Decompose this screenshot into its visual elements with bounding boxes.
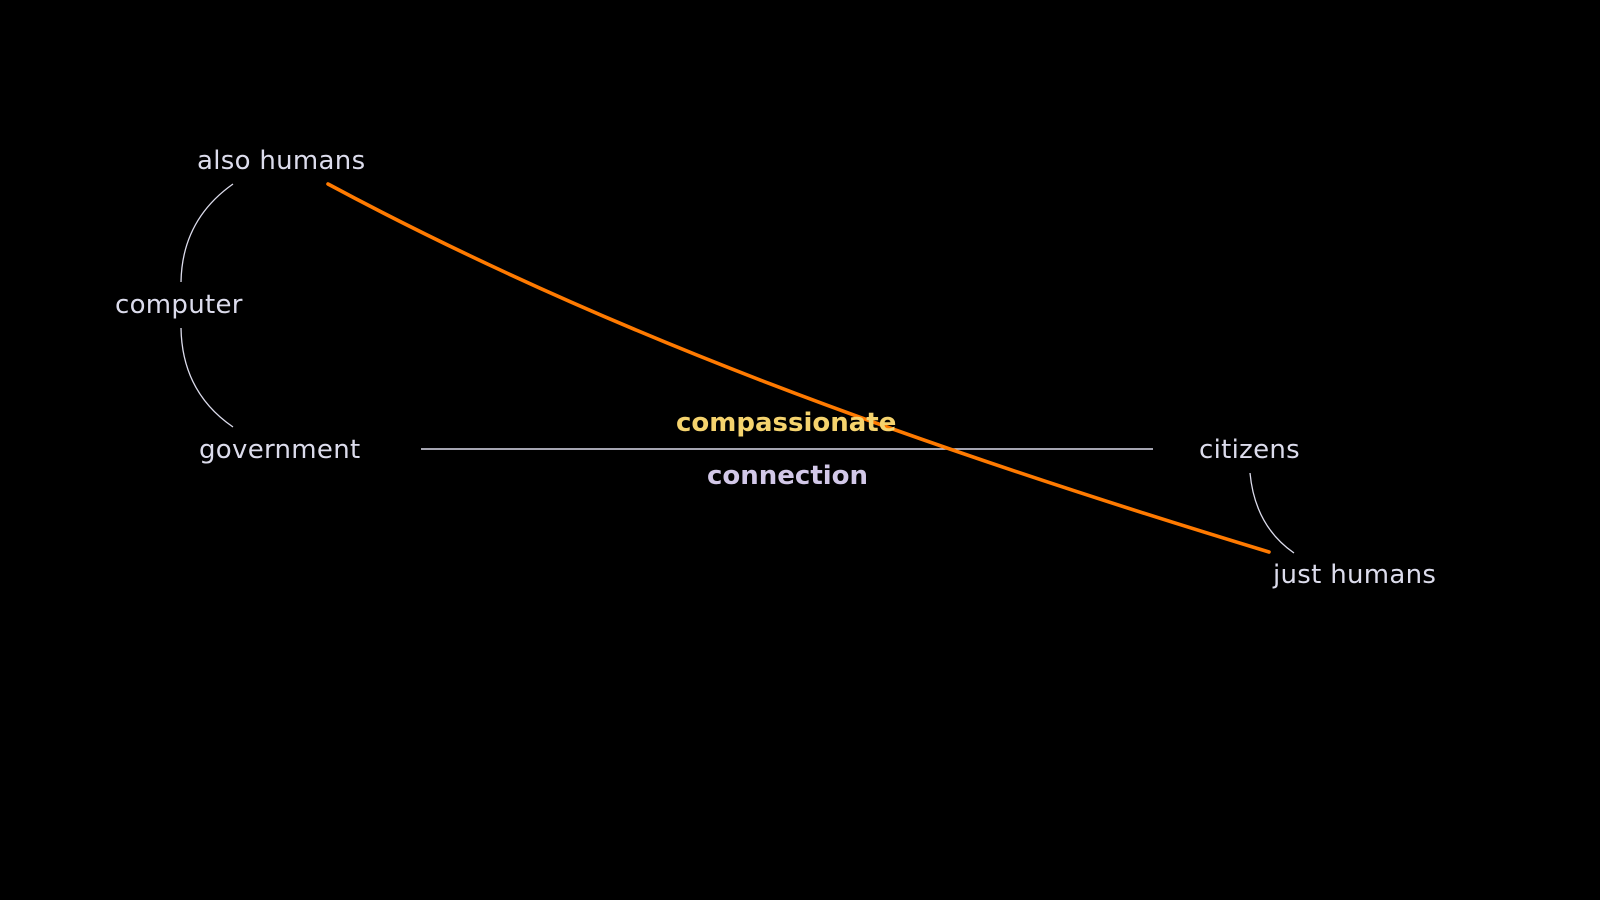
- label-compassionate: compassionate: [676, 408, 897, 438]
- label-just-humans: just humans: [1273, 560, 1437, 590]
- label-government: government: [199, 435, 361, 465]
- arc-also-humans-to-computer: [180, 183, 234, 283]
- label-also-humans: also humans: [197, 146, 366, 176]
- orange-diagonal-line: [326, 182, 1271, 554]
- arc-computer-to-government: [180, 327, 234, 428]
- label-computer: computer: [115, 290, 243, 320]
- label-connection: connection: [707, 461, 869, 491]
- label-citizens: citizens: [1199, 435, 1301, 465]
- arc-citizens-to-just-humans: [1249, 472, 1295, 554]
